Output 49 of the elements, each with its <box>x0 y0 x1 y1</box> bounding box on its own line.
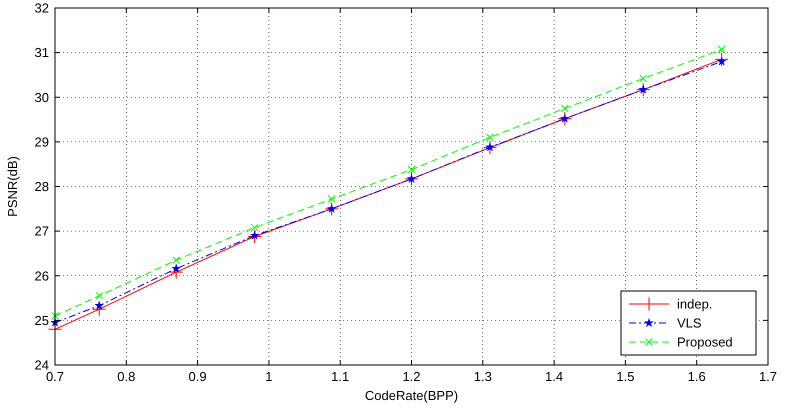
point <box>95 292 104 300</box>
point <box>407 174 416 183</box>
point <box>172 264 181 272</box>
point <box>638 84 648 94</box>
point <box>248 229 262 244</box>
point <box>558 112 572 126</box>
y-tick-label: 29 <box>34 134 49 150</box>
point <box>714 52 729 66</box>
legend-label: Proposed <box>677 334 733 350</box>
legend-label: VLS <box>677 316 702 330</box>
point <box>717 56 726 66</box>
point <box>485 142 494 152</box>
y-tick-label: 28 <box>34 179 49 194</box>
y-tick-label: 31 <box>34 45 49 60</box>
point <box>250 224 259 232</box>
point <box>718 46 726 54</box>
point <box>94 300 104 310</box>
point <box>560 114 570 122</box>
y-tick-label: 32 <box>34 0 49 16</box>
y-axis-title: PSNR(dB) <box>5 156 20 217</box>
legend-label: indep. <box>677 296 712 312</box>
y-tick-label: 30 <box>34 90 49 105</box>
x-tick-label: 1.4 <box>545 369 564 384</box>
point <box>324 202 339 216</box>
x-tick-label: 0.8 <box>117 369 136 384</box>
x-tick-label: 1.7 <box>758 369 778 384</box>
point <box>328 195 336 203</box>
point <box>327 204 336 213</box>
x-axis-title: CodeRate(BPP) <box>364 388 458 403</box>
point <box>51 312 59 320</box>
y-tick-label: 27 <box>34 224 49 239</box>
point <box>250 230 260 240</box>
point <box>482 140 497 155</box>
point <box>636 82 650 97</box>
x-tick-label: 1.1 <box>331 369 350 384</box>
point <box>404 172 418 186</box>
point <box>639 74 648 82</box>
x-tick-label: 0.9 <box>188 369 207 384</box>
point <box>560 104 569 112</box>
point <box>486 134 494 142</box>
y-tick-label: 26 <box>34 268 49 284</box>
y-tick-label: 25 <box>34 312 49 328</box>
point <box>172 256 180 264</box>
x-tick-label: 1.3 <box>474 369 492 384</box>
x-tick-label: 1.5 <box>616 369 634 384</box>
x-tick-label: 1 <box>265 369 273 384</box>
point <box>408 166 416 174</box>
x-tick-label: 1.6 <box>688 369 706 384</box>
x-tick-label: 1.2 <box>402 369 421 384</box>
